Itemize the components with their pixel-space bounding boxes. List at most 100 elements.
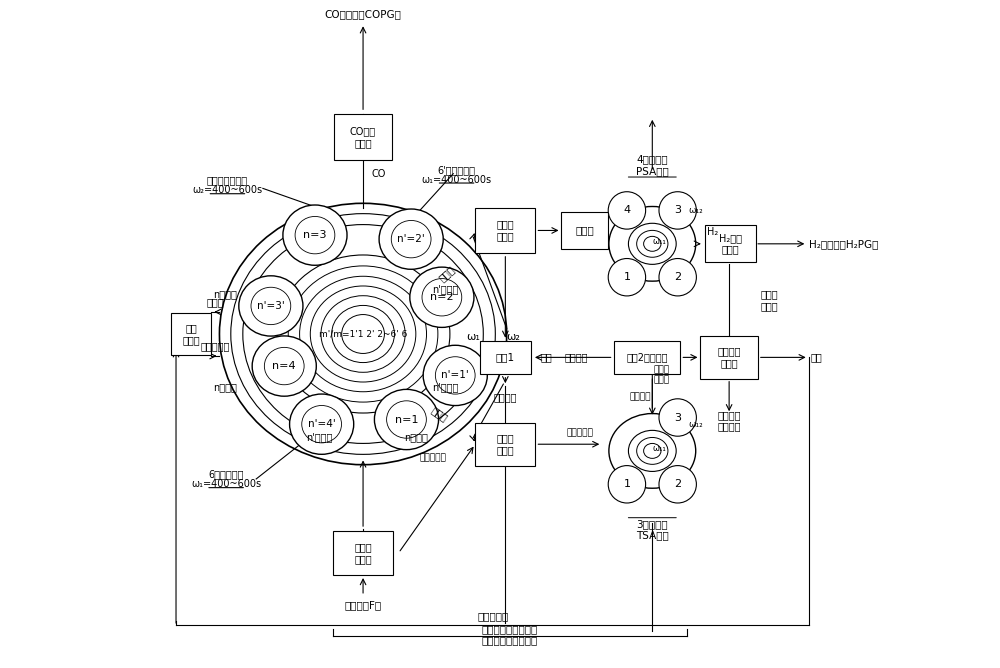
Circle shape (659, 466, 696, 503)
Text: n'吸附塔: n'吸附塔 (306, 433, 333, 442)
Text: 富甲烷
解析气: 富甲烷 解析气 (654, 365, 670, 385)
Ellipse shape (302, 405, 342, 443)
Circle shape (659, 259, 696, 296)
Ellipse shape (422, 279, 462, 316)
Ellipse shape (264, 347, 304, 385)
Text: 1: 1 (623, 273, 630, 282)
Text: n吸附塔: n吸附塔 (213, 289, 237, 299)
Text: 浓缩气: 浓缩气 (430, 405, 450, 424)
Text: 2: 2 (674, 273, 681, 282)
Text: 甲烷氢: 甲烷氢 (437, 265, 456, 283)
Text: n'=1': n'=1' (441, 371, 469, 380)
FancyBboxPatch shape (561, 212, 608, 249)
Text: m'/m=1'1 2' 2~6' 6: m'/m=1'1 2' 2~6' 6 (319, 329, 407, 339)
Circle shape (659, 192, 696, 229)
Text: 原料气
缓冲罐: 原料气 缓冲罐 (354, 542, 372, 564)
Text: 换热1: 换热1 (496, 353, 515, 362)
Text: 换热2（加热）: 换热2（加热） (626, 353, 668, 362)
Text: n吸附塔: n吸附塔 (405, 433, 428, 442)
Text: 浓缩气
缓冲罐: 浓缩气 缓冲罐 (497, 434, 514, 455)
Text: CO产品气（COPG）: CO产品气（COPG） (325, 9, 401, 19)
Text: 6'通道旋转阀: 6'通道旋转阀 (438, 166, 476, 175)
Text: 排放: 排放 (811, 353, 822, 362)
Text: ω₁₂: ω₁₂ (688, 206, 703, 215)
Text: H₂产品气（H₂PG）: H₂产品气（H₂PG） (809, 239, 879, 248)
Text: ω₁₂: ω₁₂ (688, 420, 703, 429)
Circle shape (608, 192, 646, 229)
Text: n'吸附塔: n'吸附塔 (432, 285, 458, 294)
Text: 催化燃烧
与吸收: 催化燃烧 与吸收 (717, 347, 741, 368)
Text: ω₁₁: ω₁₁ (652, 237, 666, 246)
Text: ω₁=400~600s: ω₁=400~600s (191, 480, 261, 489)
Text: 2: 2 (674, 480, 681, 489)
Text: n=2: n=2 (430, 293, 454, 302)
Text: 冷却: 冷却 (540, 353, 552, 362)
Text: 净化浓缩气: 净化浓缩气 (420, 453, 447, 462)
Ellipse shape (252, 336, 316, 396)
Text: 净化
吸附器: 净化 吸附器 (183, 323, 200, 345)
Text: 冷再生气: 冷再生气 (494, 393, 517, 402)
FancyBboxPatch shape (171, 313, 211, 355)
Text: 中温变压吸附浓缩与: 中温变压吸附浓缩与 (482, 625, 538, 634)
Text: H₂: H₂ (707, 227, 718, 236)
Text: 4: 4 (623, 206, 630, 215)
Text: 3: 3 (674, 206, 681, 215)
Text: n'吸附塔: n'吸附塔 (432, 383, 458, 392)
FancyBboxPatch shape (705, 225, 756, 263)
Text: 净化中间气: 净化中间气 (201, 341, 230, 351)
Text: 热再生气: 热再生气 (564, 353, 588, 362)
FancyBboxPatch shape (700, 336, 758, 379)
Text: 4塔甲烷氢
PSA提氢: 4塔甲烷氢 PSA提氢 (636, 154, 669, 176)
Text: 净化浓缩气: 净化浓缩气 (567, 428, 594, 438)
Text: 原料气（F）: 原料气（F） (344, 601, 382, 610)
Ellipse shape (283, 205, 347, 265)
Text: n'=3': n'=3' (257, 301, 285, 311)
Text: 废液处理
废固处理: 废液处理 废固处理 (717, 410, 741, 432)
Text: 圆环形旋转托盘: 圆环形旋转托盘 (207, 176, 248, 185)
Ellipse shape (295, 216, 335, 254)
Text: 热再生气: 热再生气 (629, 392, 651, 401)
Ellipse shape (374, 389, 439, 450)
Text: 3: 3 (674, 413, 681, 422)
Ellipse shape (290, 394, 354, 454)
Ellipse shape (379, 209, 443, 269)
Circle shape (659, 399, 696, 436)
Ellipse shape (435, 357, 475, 394)
Circle shape (608, 259, 646, 296)
Text: H₂产品
压缩机: H₂产品 压缩机 (719, 233, 742, 255)
Ellipse shape (239, 276, 303, 336)
Text: ω₁₁: ω₁₁ (652, 444, 666, 454)
Text: CO: CO (372, 169, 386, 178)
Ellipse shape (391, 220, 431, 258)
Ellipse shape (251, 287, 291, 325)
Ellipse shape (387, 401, 426, 438)
Text: 1: 1 (623, 480, 630, 489)
Text: n'=4': n'=4' (308, 420, 336, 429)
Text: 6通道旋转阀: 6通道旋转阀 (208, 470, 244, 479)
Text: n吸附塔: n吸附塔 (213, 383, 237, 392)
Ellipse shape (410, 267, 474, 327)
Text: CO产品
缓冲罐: CO产品 缓冲罐 (350, 126, 376, 148)
Text: 甲烷氢
缓冲罐: 甲烷氢 缓冲罐 (497, 220, 514, 241)
Text: ω₂: ω₂ (506, 333, 520, 342)
FancyBboxPatch shape (334, 114, 392, 160)
Circle shape (608, 466, 646, 503)
Text: 富甲烷
燃烧气: 富甲烷 燃烧气 (761, 289, 778, 311)
Text: n'=2': n'=2' (397, 234, 425, 244)
FancyBboxPatch shape (475, 208, 535, 253)
Text: 中间气: 中间气 (207, 297, 224, 307)
Text: 冷再生废气: 冷再生废气 (478, 612, 509, 621)
FancyBboxPatch shape (614, 341, 680, 374)
Text: ω₁=400~600s: ω₁=400~600s (422, 176, 492, 185)
Text: ω₁: ω₁ (466, 333, 480, 342)
Text: 压缩机: 压缩机 (575, 226, 594, 235)
Text: n=4: n=4 (272, 361, 296, 371)
Text: ω₂=400~600s: ω₂=400~600s (192, 186, 263, 195)
FancyBboxPatch shape (333, 532, 393, 574)
Text: 中间气中温变压吸附: 中间气中温变压吸附 (482, 635, 538, 645)
FancyBboxPatch shape (480, 341, 531, 374)
FancyBboxPatch shape (475, 423, 535, 466)
Text: n=1: n=1 (395, 415, 418, 424)
Text: n=3: n=3 (303, 230, 327, 240)
Text: 3塔压缩气
TSA净化: 3塔压缩气 TSA净化 (636, 519, 669, 540)
